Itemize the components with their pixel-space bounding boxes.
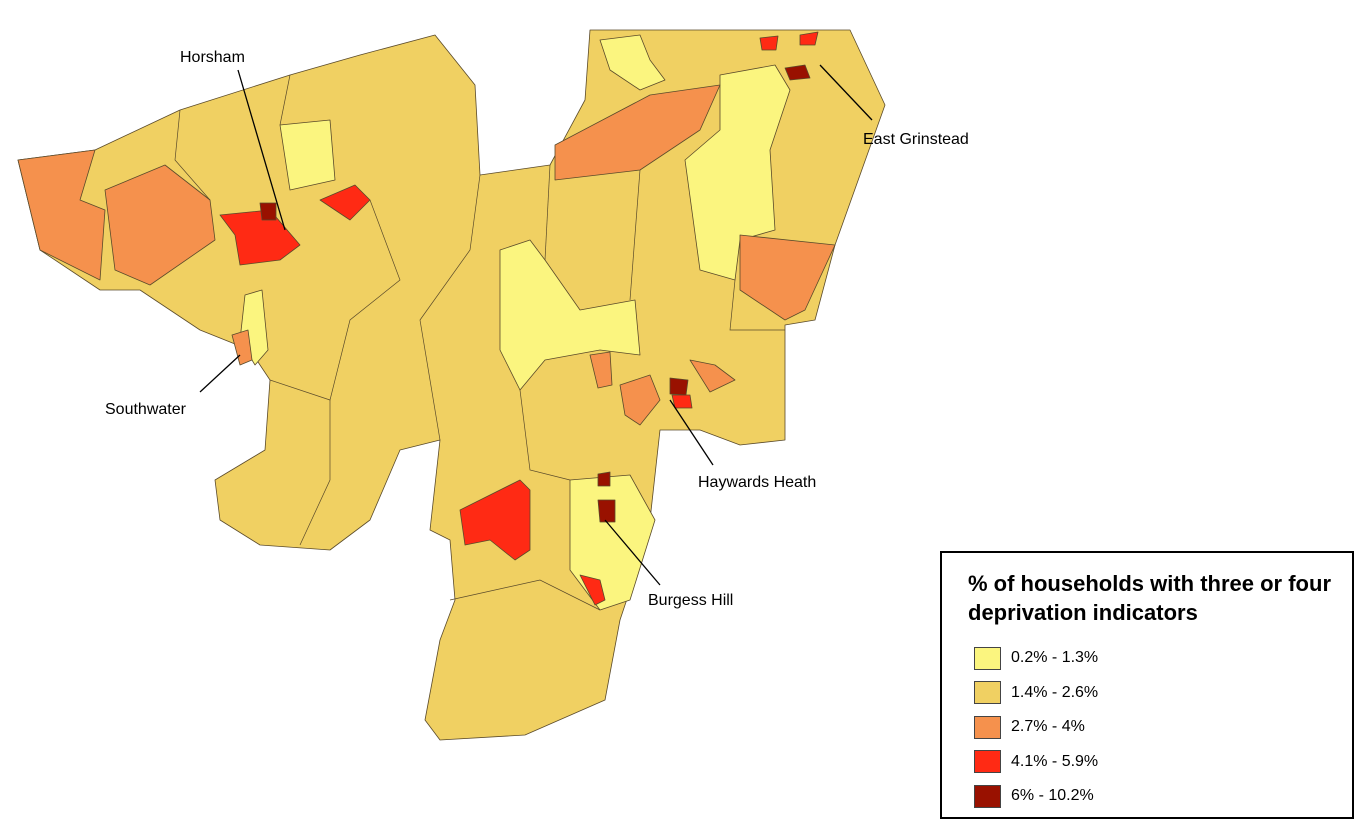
boundary: [269, 199, 401, 401]
district-area: [619, 374, 661, 426]
district-area: [499, 239, 641, 391]
leader-line: [237, 69, 286, 231]
district-area: [759, 35, 779, 51]
leader-line: [604, 519, 661, 586]
legend-swatch: [974, 750, 1001, 773]
leader-line: [819, 64, 873, 121]
legend-swatch: [974, 715, 1001, 739]
district-area: [17, 149, 106, 281]
boundary: [629, 169, 641, 301]
legend-label: 1.4% - 2.6%: [1011, 683, 1099, 701]
place-label: Southwater: [105, 401, 187, 418]
district-area: [689, 359, 736, 393]
boundary: [419, 174, 481, 441]
leader-line: [199, 354, 241, 393]
place-label: Haywards Heath: [698, 474, 816, 491]
legend-item: 4.1% - 5.9%: [974, 749, 1098, 775]
place-label: Horsham: [180, 49, 245, 66]
legend-title: % of households with three or four depri…: [968, 571, 1331, 625]
legend-swatch: [974, 784, 1001, 808]
legend: % of households with three or four depri…: [940, 551, 1354, 819]
boundary: [544, 164, 551, 261]
district-area: [597, 499, 616, 523]
district-area: [579, 574, 606, 606]
district-area: [597, 471, 611, 487]
district-area: [569, 474, 656, 611]
place-label: Burgess Hill: [648, 592, 733, 609]
district-area: [554, 84, 721, 181]
legend-item: 6% - 10.2%: [974, 783, 1094, 809]
district-area: [739, 234, 836, 321]
leader-line: [669, 399, 714, 466]
district-area: [784, 64, 811, 81]
legend-item: 1.4% - 2.6%: [974, 680, 1098, 706]
legend-label: 4.1% - 5.9%: [1011, 752, 1099, 770]
legend-item: 0.2% - 1.3%: [974, 645, 1098, 671]
district-area: [599, 34, 666, 91]
boundary: [299, 400, 331, 546]
boundary: [174, 109, 211, 201]
boundary: [279, 74, 291, 126]
legend-label: 6% - 10.2%: [1011, 787, 1094, 804]
district-area: [279, 119, 336, 191]
district-area: [799, 31, 819, 46]
district-area: [104, 164, 216, 286]
legend-swatch: [974, 681, 1001, 704]
legend-item: 2.7% - 4%: [974, 714, 1085, 740]
district-area: [17, 29, 886, 741]
boundary: [519, 389, 571, 481]
place-label: East Grinstead: [863, 131, 969, 148]
boundary: [449, 579, 601, 611]
legend-label: 2.7% - 4%: [1011, 718, 1085, 735]
district-area: [459, 479, 531, 561]
district-area: [669, 377, 689, 396]
legend-swatch: [974, 646, 1001, 670]
legend-label: 0.2% - 1.3%: [1011, 649, 1099, 666]
boundary: [729, 279, 785, 331]
district-area: [671, 394, 693, 409]
district-area: [231, 329, 253, 366]
district-area: [589, 351, 613, 389]
district-area: [259, 202, 277, 221]
